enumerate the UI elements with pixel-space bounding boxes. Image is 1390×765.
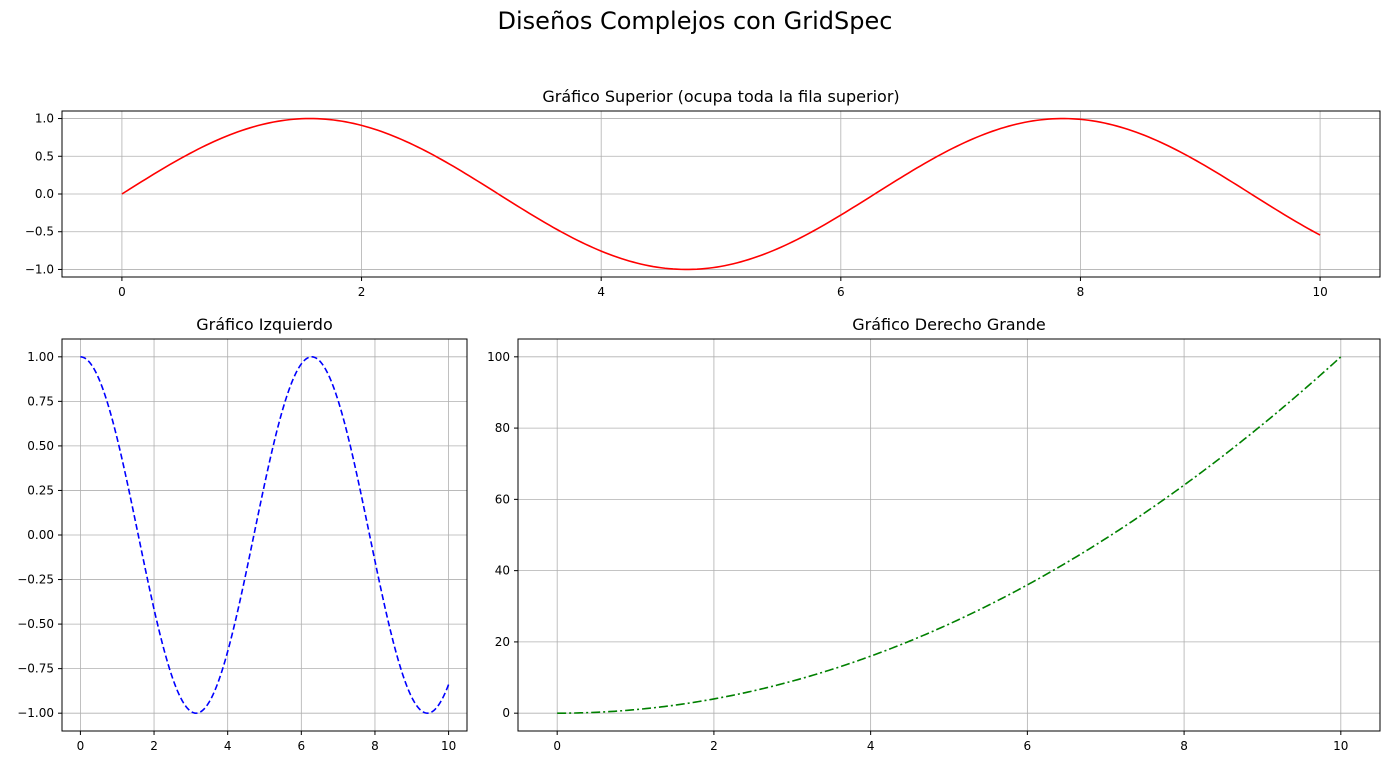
- y-tick-label: 60: [495, 492, 510, 506]
- panel-title-left: Gráfico Izquierdo: [196, 315, 332, 334]
- y-tick-label: 0: [502, 706, 510, 720]
- x-tick-label: 0: [77, 739, 85, 753]
- y-tick-label: 0.0: [35, 187, 54, 201]
- panel-title-right: Gráfico Derecho Grande: [852, 315, 1046, 334]
- x-tick-label: 2: [358, 285, 366, 299]
- y-tick-label: −1.0: [25, 262, 54, 276]
- x-tick-label: 0: [118, 285, 126, 299]
- y-tick-label: 80: [495, 421, 510, 435]
- left-cosine-panel: 0 2 4 6 8 10 1.00 0.75 0.50 0.25 0.00 −0.25 −0.50 −0.…: [17, 315, 468, 753]
- y-tick-label: −1.00: [17, 706, 54, 720]
- x-tick-label: 10: [1312, 285, 1327, 299]
- panel-title-top: Gráfico Superior (ocupa toda la fila sup…: [542, 87, 899, 106]
- top-sine-panel: 0 2 4 6 8 10 1.0 0.5 0.0 −0.5 −1.0 Gráfico Superior…: [25, 87, 1381, 299]
- y-tick-label: 0.00: [27, 528, 54, 542]
- x-tick-label: 10: [441, 739, 456, 753]
- y-tick-label: 0.50: [27, 439, 54, 453]
- y-tick-label: 0.75: [27, 394, 54, 408]
- y-tick-label: 0.25: [27, 483, 54, 497]
- x-tick-label: 6: [1024, 739, 1032, 753]
- y-tick-label: −0.50: [17, 617, 54, 631]
- right-square-panel: 0 2 4 6 8 10 100 80 60 40 20 0 Gráfico Derecho Grand…: [487, 315, 1381, 753]
- x-tick-label: 2: [710, 739, 718, 753]
- series-line-top: [121, 117, 1321, 271]
- figure-suptitle: Diseños Complejos con GridSpec: [497, 7, 893, 35]
- x-tick-label: 10: [1333, 739, 1348, 753]
- x-tick-label: 8: [1180, 739, 1188, 753]
- x-tick-label: 8: [1077, 285, 1085, 299]
- x-tick-label: 4: [224, 739, 232, 753]
- x-tick-label: 2: [150, 739, 158, 753]
- y-tick-label: 1.00: [27, 350, 54, 364]
- x-tick-label: 0: [553, 739, 561, 753]
- y-tick-label: 100: [487, 350, 510, 364]
- y-tick-label: 20: [495, 635, 510, 649]
- y-tick-label: −0.25: [17, 573, 54, 587]
- x-tick-label: 4: [867, 739, 875, 753]
- y-tick-label: −0.5: [25, 225, 54, 239]
- x-tick-label: 6: [297, 739, 305, 753]
- y-tick-label: 40: [495, 564, 510, 578]
- x-tick-label: 6: [837, 285, 845, 299]
- y-tick-label: 1.0: [35, 112, 54, 126]
- y-tick-label: 0.5: [35, 149, 54, 163]
- series-line-right: [557, 356, 1342, 714]
- series-line-left: [80, 356, 450, 714]
- axes-frame-right: [517, 338, 1381, 732]
- x-tick-label: 8: [371, 739, 379, 753]
- y-tick-label: −0.75: [17, 662, 54, 676]
- x-tick-label: 4: [597, 285, 605, 299]
